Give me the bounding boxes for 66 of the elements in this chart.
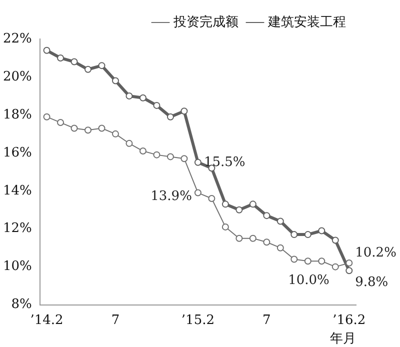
y-tick-label: 22% xyxy=(2,31,32,46)
point xyxy=(70,58,78,66)
point xyxy=(318,258,326,265)
x-tick-label: ’16.2 xyxy=(332,312,366,328)
x-tick-label: ’15.2 xyxy=(181,312,214,328)
y-tick-label: 20% xyxy=(2,69,32,84)
point xyxy=(194,189,202,196)
point xyxy=(166,113,174,120)
point xyxy=(208,194,216,202)
point xyxy=(43,113,50,120)
point xyxy=(153,102,160,109)
point xyxy=(57,119,64,126)
point xyxy=(222,200,229,208)
point xyxy=(222,223,229,230)
x-axis-title: 年月 xyxy=(330,332,356,347)
point xyxy=(236,206,243,214)
point xyxy=(43,46,50,54)
data-label: 9.8% xyxy=(355,275,388,290)
data-label: 10.0% xyxy=(288,273,330,288)
point xyxy=(304,258,312,265)
y-tick-label: 14% xyxy=(2,183,32,198)
y-tick-label: 12% xyxy=(2,221,32,236)
point xyxy=(304,231,312,238)
point xyxy=(276,218,284,225)
point xyxy=(332,236,339,244)
y-tick-label: 18% xyxy=(2,107,32,122)
y-tick-label: 16% xyxy=(2,145,32,160)
point xyxy=(290,256,298,263)
point xyxy=(84,126,92,134)
y-tick-label: 8% xyxy=(11,297,32,312)
x-tick-label: 7 xyxy=(262,312,271,328)
point xyxy=(263,212,270,220)
point xyxy=(346,267,353,274)
point xyxy=(276,244,284,252)
legend-label: 投资完成额 xyxy=(172,14,238,30)
point xyxy=(249,234,256,242)
point xyxy=(139,94,146,102)
point xyxy=(166,153,174,160)
legend-label: 建筑安装工程 xyxy=(267,14,346,30)
point xyxy=(318,227,326,234)
y-tick-label: 10% xyxy=(2,259,32,274)
x-tick-label: ’14.2 xyxy=(30,312,64,328)
point xyxy=(290,231,298,238)
point xyxy=(153,151,160,158)
point xyxy=(84,66,92,73)
point xyxy=(236,234,243,242)
point xyxy=(332,263,339,270)
point xyxy=(98,124,106,132)
point xyxy=(57,54,64,62)
point xyxy=(139,148,146,155)
point xyxy=(112,77,119,84)
data-label: 10.2% xyxy=(355,245,396,260)
point xyxy=(263,238,270,246)
point xyxy=(126,140,133,147)
data-label: 15.5% xyxy=(204,154,246,170)
point xyxy=(180,155,188,162)
point xyxy=(249,200,256,208)
point xyxy=(194,158,202,166)
point xyxy=(112,130,119,138)
point xyxy=(346,260,353,267)
point xyxy=(126,92,133,100)
x-tick-label: 7 xyxy=(111,312,120,328)
point xyxy=(70,124,78,132)
data-label: 13.9% xyxy=(150,189,192,204)
point xyxy=(98,62,106,70)
point xyxy=(180,108,188,115)
